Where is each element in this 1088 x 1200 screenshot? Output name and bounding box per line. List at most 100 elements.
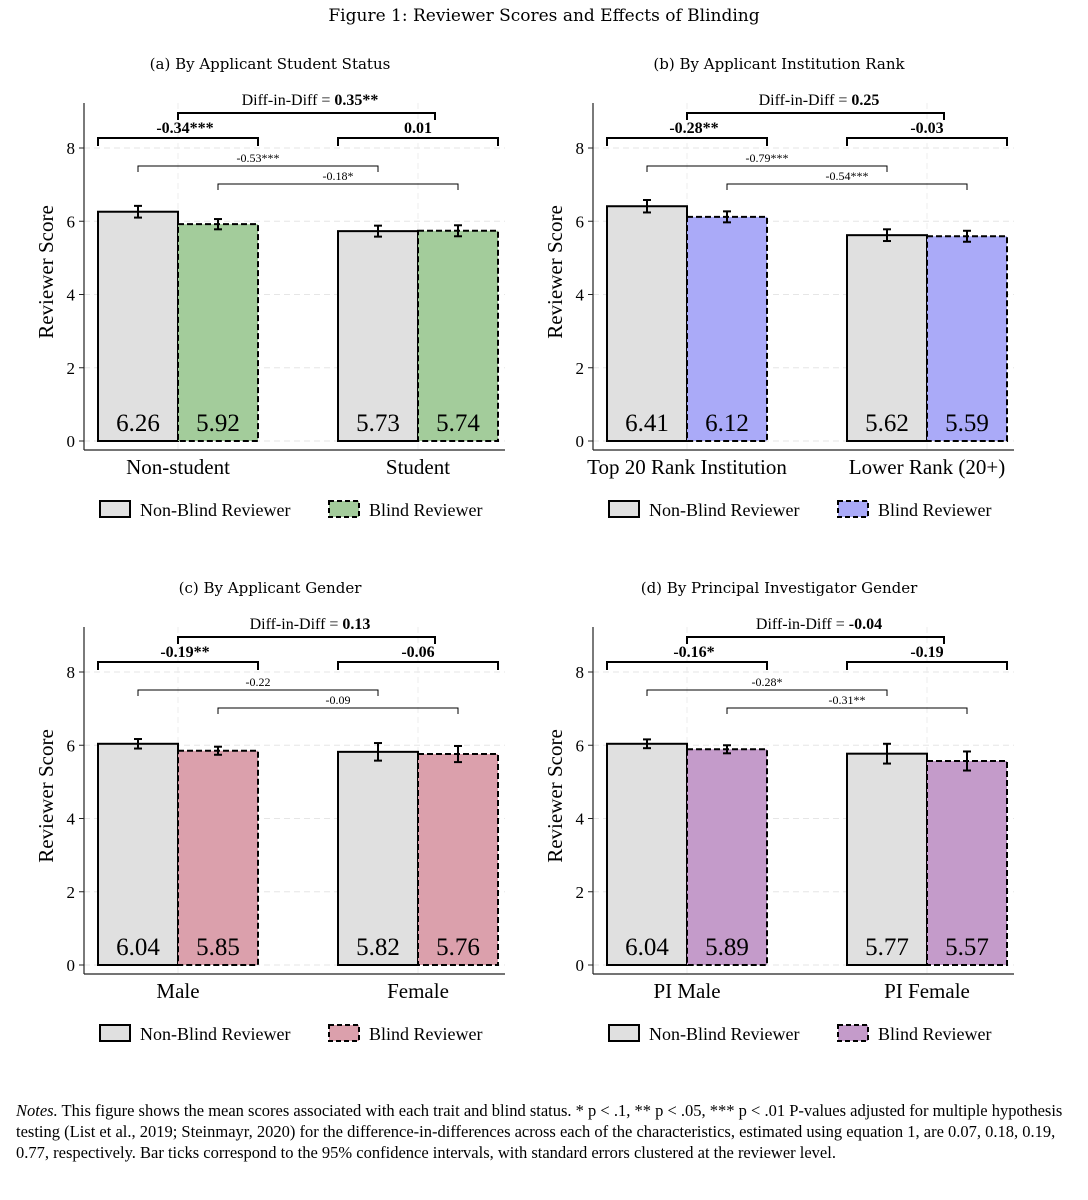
bar-value-label: 5.77 xyxy=(865,934,909,961)
y-tick-label: 8 xyxy=(67,139,76,158)
y-tick-label: 2 xyxy=(67,359,76,378)
y-tick-label: 6 xyxy=(576,212,585,231)
y-axis-label: Reviewer Score xyxy=(543,205,567,339)
within-bracket xyxy=(606,137,768,146)
legend-swatch-blind xyxy=(328,500,360,518)
did-bracket xyxy=(686,636,945,644)
bar-blind xyxy=(417,229,499,442)
error-bar xyxy=(643,199,651,214)
panel-0: (a) By Applicant Student Status 0 2 4 6 8 Revi… xyxy=(34,55,505,520)
category-label: Student xyxy=(386,455,450,479)
cross-bracket xyxy=(726,183,968,190)
error-bar xyxy=(214,745,222,756)
y-tick-label: 0 xyxy=(576,432,585,451)
within-diff-label: -0.16* xyxy=(673,644,714,661)
bar-nonblind xyxy=(97,742,179,966)
bar-value-label: 6.04 xyxy=(625,934,669,961)
error-bar xyxy=(454,744,462,764)
did-label: Diff-in-Diff = xyxy=(756,616,849,633)
notes-text: This figure shows the mean scores associ… xyxy=(16,1101,1063,1162)
panel-2: (c) By Applicant Gender 0 2 4 6 8 Reviewer Sco… xyxy=(34,579,505,1044)
cross-bracket xyxy=(217,707,459,714)
within-bracket xyxy=(846,137,1008,146)
bar-value-label: 6.26 xyxy=(116,410,160,437)
did-bracket xyxy=(177,112,436,120)
legend-swatch-nonblind xyxy=(608,500,640,518)
within-diff-label: -0.28** xyxy=(669,120,718,137)
error-bar xyxy=(374,224,382,238)
legend-swatch-blind xyxy=(328,1024,360,1042)
did-label: Diff-in-Diff = xyxy=(250,616,343,633)
legend-label-nonblind: Non-Blind Reviewer xyxy=(649,500,799,520)
error-bar xyxy=(963,750,971,772)
cross-diff-label: -0.53*** xyxy=(237,151,280,165)
legend: Non-Blind Reviewer Blind Reviewer xyxy=(608,500,991,520)
error-bar xyxy=(134,738,142,750)
cross-bracket xyxy=(137,689,379,696)
figure-title: Figure 1: Reviewer Scores and Effects of… xyxy=(328,6,760,26)
bar-nonblind xyxy=(97,210,179,442)
cross-diff-label: -0.18* xyxy=(323,169,354,183)
did-value: 0.35** xyxy=(334,92,378,109)
y-tick-label: 8 xyxy=(576,663,585,682)
y-tick-label: 8 xyxy=(67,663,76,682)
did-label: Diff-in-Diff = xyxy=(242,92,335,109)
bar-nonblind xyxy=(606,742,688,966)
cross-diff-label: -0.22 xyxy=(246,675,271,689)
bar-value-label: 5.73 xyxy=(356,410,400,437)
cross-diff-label: -0.54*** xyxy=(826,169,869,183)
bar-value-label: 5.76 xyxy=(436,934,480,961)
within-bracket xyxy=(97,661,259,670)
y-tick-label: 4 xyxy=(576,286,585,305)
bar-value-label: 6.41 xyxy=(625,410,669,437)
legend-label-blind: Blind Reviewer xyxy=(878,500,991,520)
bar-nonblind xyxy=(606,205,688,442)
error-bar xyxy=(643,738,651,750)
notes-lead: Notes. xyxy=(16,1101,58,1120)
cross-diff-label: -0.79*** xyxy=(746,151,789,165)
charts-canvas: (a) By Applicant Student Status 0 2 4 6 8 Revi… xyxy=(34,55,1014,1044)
panel-title: (a) By Applicant Student Status xyxy=(150,55,391,73)
cross-bracket xyxy=(646,165,888,172)
y-tick-label: 6 xyxy=(576,736,585,755)
within-diff-label: -0.34*** xyxy=(156,120,213,137)
within-diff-label: -0.19** xyxy=(160,644,209,661)
y-tick-label: 2 xyxy=(67,883,76,902)
bar-value-label: 5.89 xyxy=(705,934,749,961)
bar-value-label: 5.85 xyxy=(196,934,240,961)
figure-notes: Notes. This figure shows the mean scores… xyxy=(16,1100,1072,1163)
bar-nonblind xyxy=(337,230,419,442)
category-label: Female xyxy=(387,979,449,1003)
did-label: Diff-in-Diff = xyxy=(759,92,852,109)
panel-1: (b) By Applicant Institution Rank 0 2 4 6 8 Re… xyxy=(543,55,1014,520)
legend-swatch-nonblind xyxy=(99,1024,131,1042)
cross-diff-label: -0.09 xyxy=(326,693,351,707)
did-value: 0.13 xyxy=(342,616,370,633)
legend-swatch-nonblind xyxy=(99,500,131,518)
cross-bracket xyxy=(217,183,459,190)
y-tick-label: 6 xyxy=(67,736,76,755)
legend-swatch-blind xyxy=(837,1024,869,1042)
y-axis-label: Reviewer Score xyxy=(34,205,58,339)
legend-label-nonblind: Non-Blind Reviewer xyxy=(140,500,290,520)
cross-bracket xyxy=(726,707,968,714)
bar-blind xyxy=(926,235,1008,442)
bar-value-label: 5.59 xyxy=(945,410,989,437)
within-diff-label: 0.01 xyxy=(404,120,432,137)
y-tick-label: 8 xyxy=(576,139,585,158)
did-value: -0.04 xyxy=(849,616,882,633)
legend-label-blind: Blind Reviewer xyxy=(369,1024,482,1044)
within-diff-label: -0.06 xyxy=(401,644,434,661)
y-axis-label: Reviewer Score xyxy=(34,729,58,863)
category-label: Non-student xyxy=(126,455,230,479)
y-tick-label: 4 xyxy=(576,810,585,829)
legend: Non-Blind Reviewer Blind Reviewer xyxy=(99,500,482,520)
did-annotation: Diff-in-Diff = 0.13 xyxy=(250,616,371,633)
within-bracket xyxy=(97,137,259,146)
bar-value-label: 5.92 xyxy=(196,410,240,437)
cross-bracket xyxy=(646,689,888,696)
bar-value-label: 6.12 xyxy=(705,410,749,437)
y-tick-label: 2 xyxy=(576,359,585,378)
error-bar xyxy=(883,228,891,243)
category-label: Top 20 Rank Institution xyxy=(587,455,787,479)
